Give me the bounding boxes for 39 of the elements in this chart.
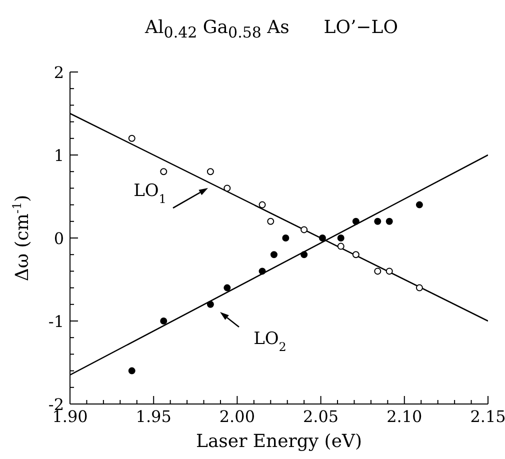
point [258, 201, 266, 208]
y-tick-label: 0 [54, 229, 64, 248]
y-tick-label: 2 [54, 63, 64, 82]
point [206, 300, 214, 308]
chart-title: Al$_{0.42}$ Ga$_{0.58}$ As LO’−LO [145, 17, 398, 42]
point [224, 184, 231, 192]
x-axis-title: Laser Energy (eV) [196, 431, 362, 452]
y-tick-label: 1 [54, 146, 64, 165]
point [282, 234, 290, 242]
point [206, 168, 214, 176]
x-tick-label: 2.00 [219, 407, 256, 426]
point [386, 268, 393, 275]
annotation: LO$_{2}$ [254, 329, 286, 354]
x-tick-label: 2.15 [470, 407, 505, 426]
point [337, 234, 344, 242]
x-tick-label: 1.95 [136, 407, 172, 426]
point [386, 218, 393, 225]
point [374, 268, 382, 275]
point [224, 284, 231, 292]
point [160, 168, 168, 176]
x-tick-label: 2.10 [386, 407, 422, 426]
point [258, 268, 266, 275]
point [270, 251, 278, 258]
point [337, 242, 344, 250]
point [416, 201, 423, 208]
point [160, 318, 168, 324]
point [300, 251, 308, 258]
y-tick-label: -1 [48, 312, 64, 331]
point [300, 226, 308, 234]
point [416, 284, 423, 292]
point [318, 234, 326, 242]
point [128, 134, 136, 142]
point [267, 218, 274, 225]
point [374, 218, 382, 225]
point [352, 218, 360, 225]
x-tick-label: 2.05 [302, 407, 339, 426]
point [128, 367, 136, 374]
annotation: LO$_{1}$ [134, 181, 166, 206]
point [352, 251, 360, 258]
